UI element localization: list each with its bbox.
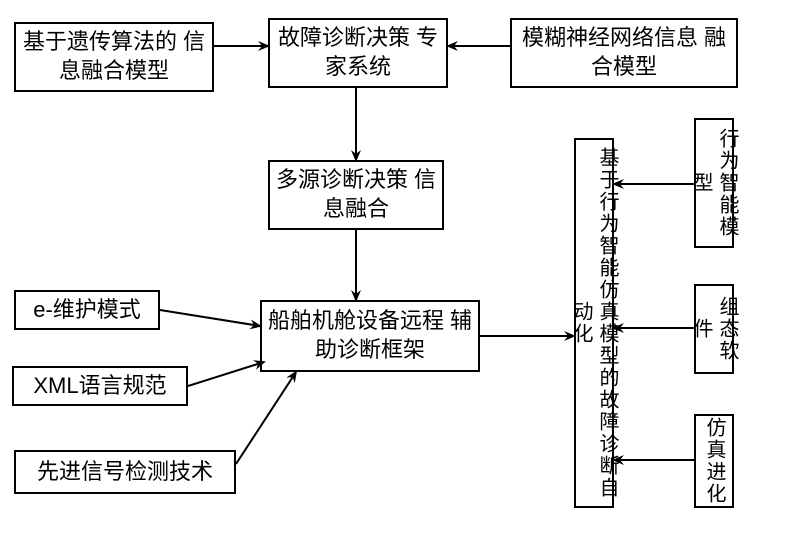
label-behav-auto: 基于行为智能仿真模型的故障诊断自动化 — [568, 140, 620, 506]
box-fuzzy: 模糊神经网络信息 融合模型 — [510, 18, 738, 88]
arrow-xml-framework — [188, 362, 264, 386]
label-expert: 故障诊断决策 专家系统 — [270, 24, 446, 81]
label-sim: 仿真进化 — [701, 417, 727, 505]
arrow-signal-framework — [236, 372, 296, 464]
label-signal: 先进信号检测技术 — [37, 458, 213, 487]
box-framework: 船舶机舱设备远程 辅助诊断框架 — [260, 300, 480, 372]
label-behav-model: 行为智能模型 — [688, 120, 740, 246]
box-signal: 先进信号检测技术 — [14, 450, 236, 494]
box-xml: XML语言规范 — [12, 366, 188, 406]
label-genetic: 基于遗传算法的 信息融合模型 — [16, 28, 212, 85]
label-multi: 多源诊断决策 信息融合 — [270, 166, 442, 223]
label-config: 组态软件 — [688, 286, 740, 372]
box-multi: 多源诊断决策 信息融合 — [268, 160, 444, 230]
box-genetic: 基于遗传算法的 信息融合模型 — [14, 22, 214, 92]
box-behav-auto: 基于行为智能仿真模型的故障诊断自动化 — [574, 138, 614, 508]
box-sim: 仿真进化 — [694, 414, 734, 508]
box-emaint: e-维护模式 — [14, 290, 160, 330]
box-config: 组态软件 — [694, 284, 734, 374]
label-framework: 船舶机舱设备远程 辅助诊断框架 — [262, 307, 478, 364]
label-fuzzy: 模糊神经网络信息 融合模型 — [512, 24, 736, 81]
arrow-emaint-framework — [160, 310, 260, 326]
box-behav-model: 行为智能模型 — [694, 118, 734, 248]
label-xml: XML语言规范 — [33, 372, 166, 401]
label-emaint: e-维护模式 — [33, 296, 141, 325]
box-expert: 故障诊断决策 专家系统 — [268, 18, 448, 88]
